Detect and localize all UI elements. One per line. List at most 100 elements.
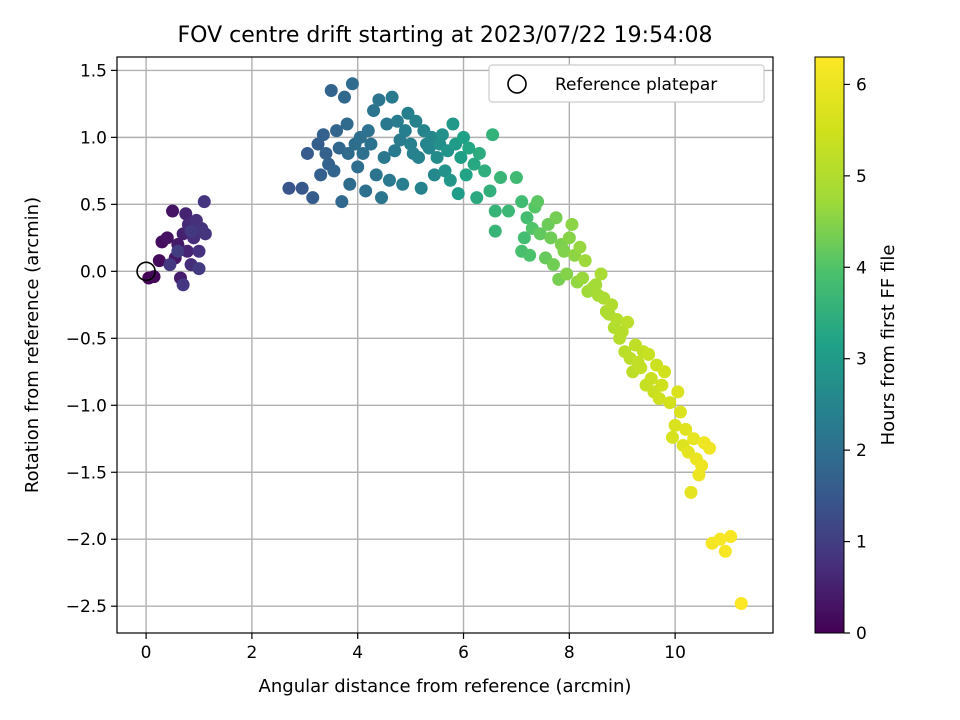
scatter-point	[176, 278, 190, 292]
scatter-point	[573, 240, 587, 254]
scatter-point	[621, 315, 635, 329]
scatter-point	[166, 204, 180, 218]
colorbar-gradient	[814, 56, 845, 634]
scatter-point	[282, 181, 296, 195]
scatter-point	[594, 267, 608, 281]
scatter-point	[401, 106, 415, 120]
scatter-point	[724, 530, 738, 544]
scatter-point	[382, 173, 396, 187]
scatter-point	[390, 114, 404, 128]
scatter-point	[470, 191, 484, 205]
chart-title: FOV centre drift starting at 2023/07/22 …	[178, 23, 713, 48]
scatter-point	[501, 204, 515, 218]
scatter-point	[462, 141, 476, 155]
y-axis-label: Rotation from reference (arcmin)	[22, 197, 43, 493]
scatter-point	[673, 405, 687, 419]
scatter-point	[509, 171, 523, 185]
scatter-point	[330, 124, 344, 138]
scatter-point	[562, 231, 576, 245]
scatter-point	[192, 262, 206, 276]
scatter-point	[703, 441, 717, 455]
y-tick-label: −1.0	[66, 396, 107, 416]
scatter-point	[544, 231, 558, 245]
scatter-point	[319, 146, 333, 160]
scatter-point	[671, 385, 685, 399]
scatter-point	[427, 168, 441, 182]
scatter-point	[605, 298, 619, 312]
scatter-point	[335, 195, 349, 209]
x-axis-label: Angular distance from reference (arcmin)	[259, 676, 632, 697]
x-tick-label: 2	[246, 643, 257, 663]
x-tick-label: 8	[564, 643, 575, 663]
scatter-point	[412, 150, 426, 164]
scatter-point	[364, 137, 378, 151]
reference-platepar-marker	[136, 261, 156, 282]
scatter-point	[414, 181, 428, 195]
scatter-point	[409, 114, 423, 128]
scatter-point	[652, 392, 666, 406]
scatter-point	[198, 227, 212, 241]
y-tick-label: −2.0	[66, 530, 107, 550]
scatter-point	[589, 278, 603, 292]
scatter-point	[341, 146, 355, 160]
scatter-point	[658, 365, 672, 379]
x-axis-ticks: 0 2 4 6 8 10	[141, 633, 686, 663]
scatter-point	[578, 254, 592, 268]
scatter-point	[324, 83, 338, 97]
scatter-point	[718, 544, 732, 558]
y-axis-ticks: −2.5 −2.0 −1.5 −1.0 −0.5 0.0 0.5 1.0 1.5	[66, 61, 117, 617]
colorbar-tick-label: 3	[856, 350, 867, 370]
scatter-point	[549, 211, 563, 225]
y-tick-label: 1.5	[80, 61, 107, 81]
scatter-point	[361, 124, 375, 138]
scatter-point	[451, 187, 465, 201]
scatter-point	[388, 144, 402, 158]
scatter-point	[430, 150, 444, 164]
colorbar-tick-label: 4	[856, 258, 867, 278]
scatter-point	[472, 146, 486, 160]
scatter-point	[377, 150, 391, 164]
scatter-point	[316, 128, 330, 142]
scatter-point	[396, 177, 410, 191]
scatter-point	[435, 128, 449, 142]
legend-marker-reference-platepar	[507, 74, 527, 94]
scatter-point	[576, 271, 590, 285]
legend-label-reference-platepar: Reference platepar	[555, 75, 717, 95]
scatter-point	[367, 104, 381, 118]
scatter-point	[375, 191, 389, 205]
scatter-point	[422, 141, 436, 155]
scatter-point	[679, 422, 693, 436]
colorbar-label: Hours from first FF file	[878, 245, 899, 446]
y-tick-label: −2.5	[66, 597, 107, 617]
scatter-point	[668, 418, 682, 432]
y-tick-label: −1.5	[66, 463, 107, 483]
scatter-point	[385, 90, 399, 104]
scatter-point	[184, 224, 198, 238]
scatter-point	[695, 459, 709, 473]
scatter-point	[459, 168, 473, 182]
scatter-point	[443, 173, 457, 187]
scatter-point	[520, 211, 534, 225]
scatter-point	[663, 396, 677, 410]
y-tick-label: 0.0	[80, 262, 107, 282]
colorbar-tick-label: 0	[856, 624, 867, 644]
scatter-point	[665, 430, 679, 444]
scatter-point	[486, 128, 500, 142]
colorbar-ticks: 0 1 2 3 4 5 6	[844, 75, 867, 644]
plot-frame	[116, 56, 774, 634]
scatter-point	[192, 244, 206, 258]
legend: Reference platepar	[488, 64, 765, 103]
scatter-point	[340, 117, 354, 131]
x-tick-label: 0	[141, 643, 152, 663]
scatter-point	[356, 146, 370, 160]
scatter-point	[634, 361, 648, 375]
scatter-point	[327, 164, 341, 178]
scatter-point	[565, 217, 579, 231]
y-tick-label: 0.5	[80, 195, 107, 215]
scatter-point	[488, 204, 502, 218]
scatter-point	[343, 177, 357, 191]
scatter-point	[517, 231, 531, 245]
scatter-point	[684, 485, 698, 499]
scatter-point	[687, 432, 701, 446]
